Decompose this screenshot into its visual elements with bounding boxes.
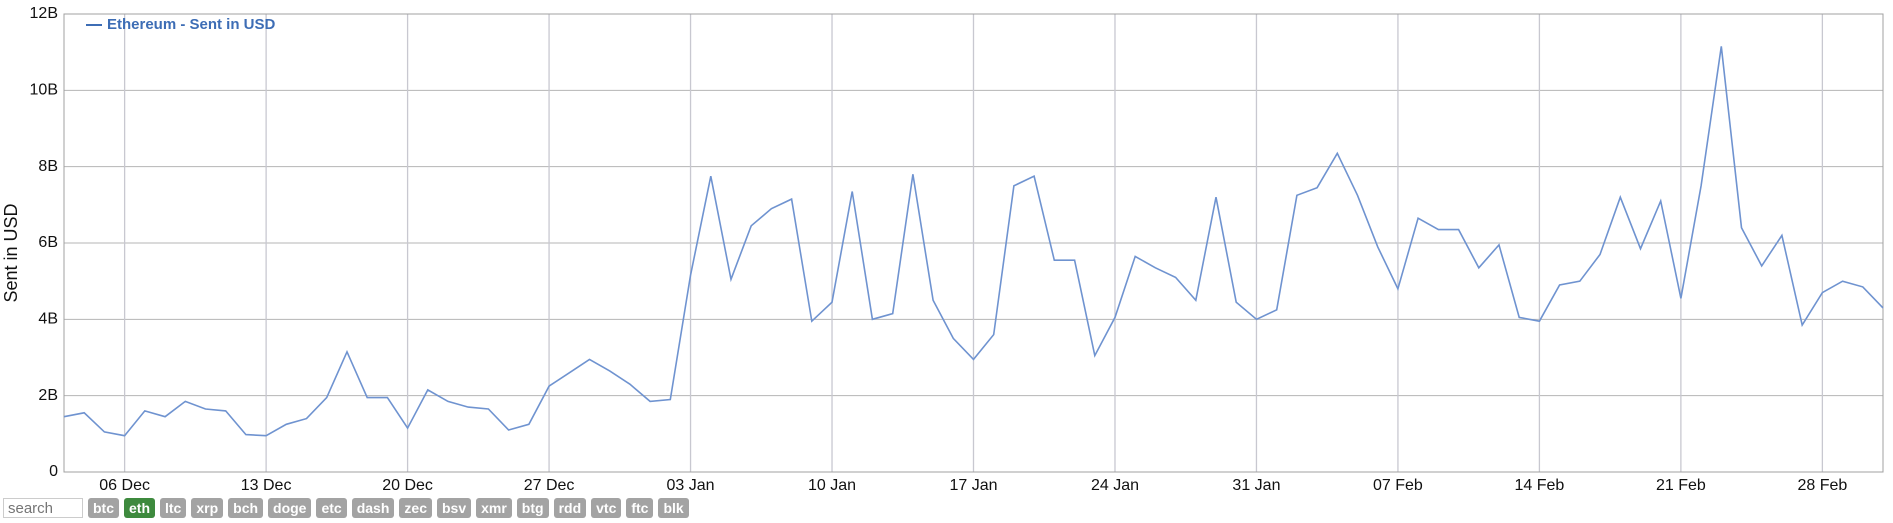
coin-button[interactable]: xrp (191, 498, 224, 518)
coin-button[interactable]: ftc (626, 498, 654, 518)
x-tick-label: 24 Jan (1091, 477, 1139, 494)
coin-button[interactable]: btc (88, 498, 119, 518)
plot-frame (63, 13, 1884, 473)
chart: Sent in USD 0 2B 4B 6B 8B 10B 12B 06 Dec 13 Dec 2… (1, 5, 1884, 494)
coin-button[interactable]: bch (228, 498, 264, 518)
x-tick-label: 10 Jan (808, 477, 856, 494)
coin-button[interactable]: btg (516, 498, 549, 518)
y-tick-label: 6B (38, 234, 58, 251)
x-tick-label: 28 Feb (1797, 477, 1847, 494)
x-tick-label: 07 Feb (1373, 477, 1423, 494)
x-tick-label: 20 Dec (382, 477, 433, 494)
controls: btcethltcxrpbchdogeetcdashzecbsvxmrbtgrd… (3, 498, 689, 518)
coin-button[interactable]: vtc (591, 498, 622, 518)
x-tick-label: 31 Jan (1232, 477, 1280, 494)
coin-button[interactable]: bsv (436, 498, 472, 518)
y-tick-label: 4B (38, 311, 58, 328)
coin-button[interactable]: dash (351, 498, 395, 518)
y-tick-label: 12B (30, 5, 58, 22)
search-box[interactable] (3, 498, 83, 518)
x-tick-label: 27 Dec (524, 477, 575, 494)
coin-button[interactable]: etc (316, 498, 347, 518)
x-tick-label: 17 Jan (949, 477, 997, 494)
coin-button[interactable]: ltc (160, 498, 187, 518)
legend-label: Ethereum - Sent in USD (107, 16, 276, 33)
y-axis-label: Sent in USD (1, 203, 21, 302)
coin-button[interactable]: doge (268, 498, 312, 518)
coin-button[interactable]: rdd (553, 498, 587, 518)
x-tick-label: 03 Jan (667, 477, 715, 494)
y-tick-label: 0 (49, 463, 58, 480)
coin-button[interactable]: xmr (476, 498, 512, 518)
x-tick-label: 14 Feb (1515, 477, 1565, 494)
y-tick-label: 10B (30, 82, 58, 99)
y-tick-label: 2B (38, 387, 58, 404)
x-tick-label: 06 Dec (99, 477, 150, 494)
coin-button[interactable]: zec (399, 498, 432, 518)
x-tick-label: 13 Dec (241, 477, 292, 494)
x-tick-label: 21 Feb (1656, 477, 1706, 494)
y-tick-label: 8B (38, 158, 58, 175)
data-line (63, 46, 1884, 437)
coin-button[interactable]: blk (658, 498, 689, 518)
coin-button[interactable]: eth (124, 498, 155, 518)
